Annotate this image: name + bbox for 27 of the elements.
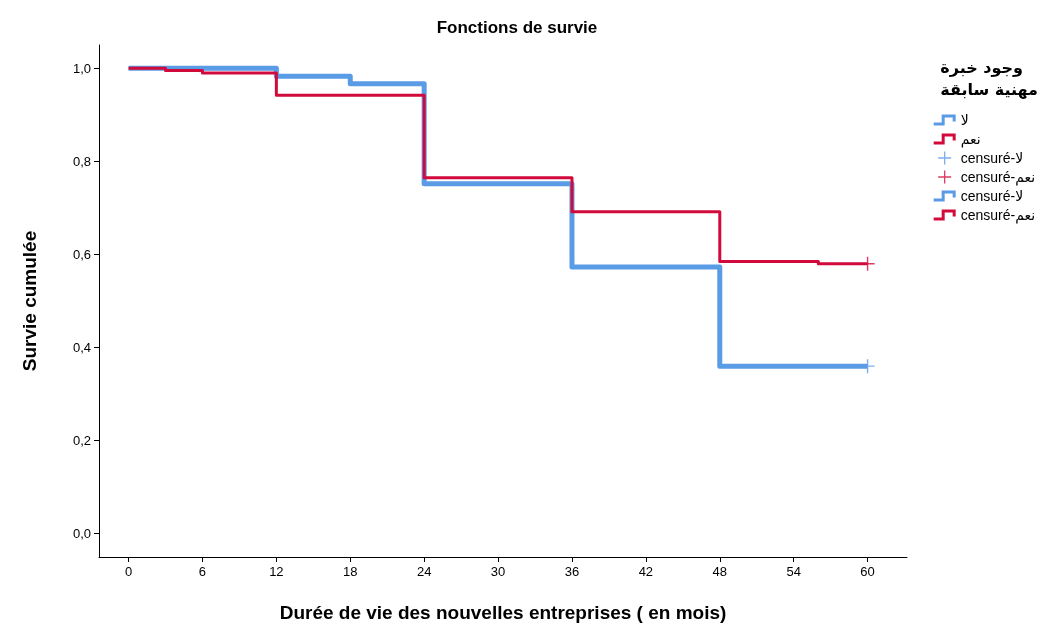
y-tick-label: 0,2 (72, 433, 91, 449)
legend-label: censuré-لا (960, 188, 1028, 204)
x-tick-label: 42 (638, 564, 654, 579)
x-tick-label: 36 (564, 564, 580, 579)
x-tick-label: 60 (860, 564, 875, 579)
legend-label: censuré-لا (960, 150, 1024, 166)
y-tick-label: 0,0 (72, 526, 91, 542)
y-tick-label: 1,0 (72, 60, 91, 76)
y-tick-label: 0,6 (72, 246, 91, 262)
legend-label: نعم (960, 131, 981, 148)
legend-label: censuré-نعم (960, 207, 1039, 224)
x-tick-label: 12 (269, 564, 284, 579)
x-axis-title: Durée de vie des nouvelles entreprises ( en mois) (279, 602, 727, 623)
x-tick-label: 24 (416, 564, 432, 579)
x-tick-label: 54 (786, 564, 801, 579)
legend-label: censuré-نعم (960, 169, 1036, 186)
chart-title: Fonctions de survie (436, 18, 598, 37)
x-tick-label: 6 (198, 564, 207, 579)
x-tick-label: 30 (490, 564, 506, 579)
x-tick-label: 18 (343, 564, 358, 579)
y-tick-label: 0,8 (72, 153, 91, 169)
legend-title: وجود خبرة مهنية سابقة (940, 57, 1039, 99)
legend-label: لا (960, 112, 969, 128)
x-tick-label: 48 (712, 564, 728, 579)
y-axis-title: Survie cumulée (19, 230, 40, 372)
y-tick-label: 0,4 (72, 340, 91, 356)
x-tick-label: 0 (124, 564, 133, 579)
